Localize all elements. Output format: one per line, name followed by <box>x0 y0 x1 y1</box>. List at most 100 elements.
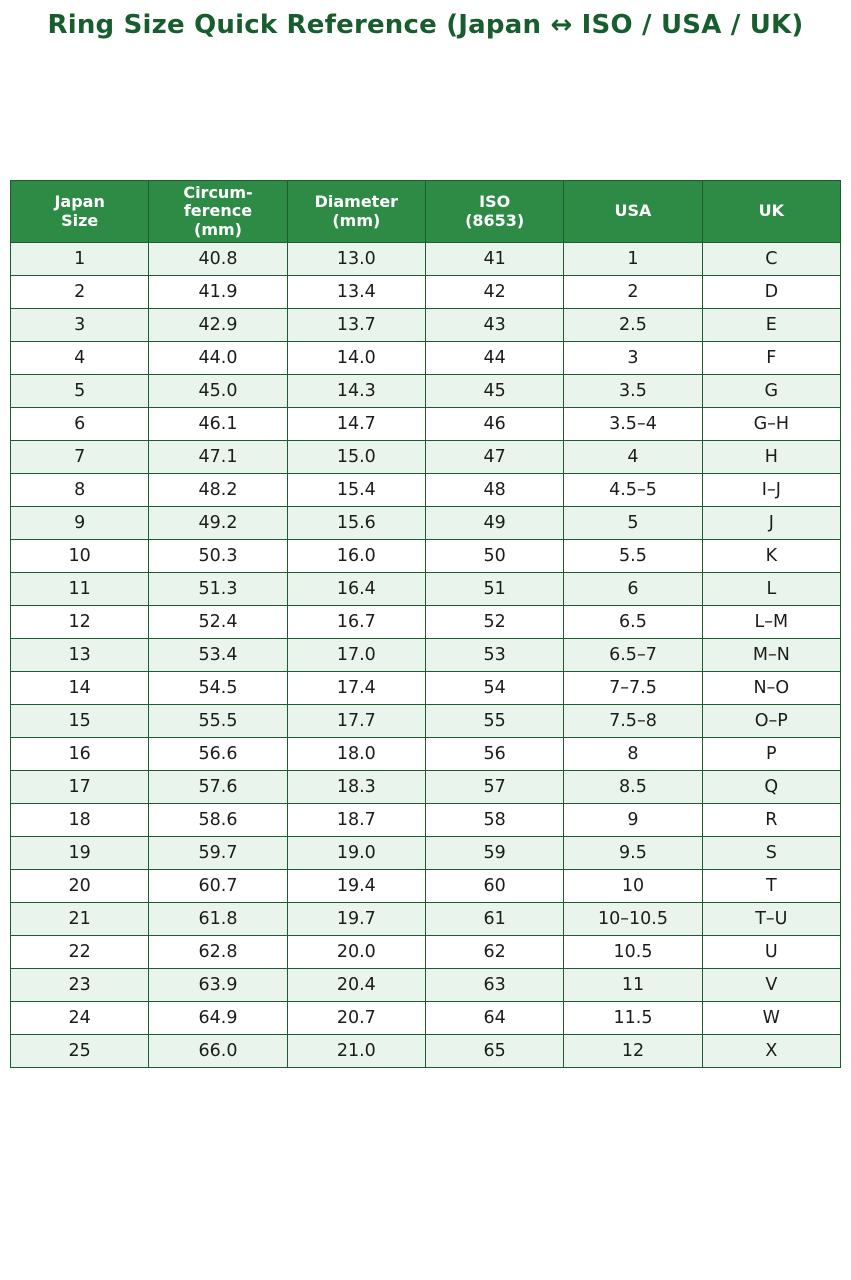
table-cell: R <box>701 803 842 838</box>
table-cell: 16 <box>9 737 150 772</box>
table-cell: 3 <box>563 341 703 376</box>
table-cell: 58 <box>424 803 565 838</box>
table-cell: 41.9 <box>148 275 288 310</box>
table-cell: 61.8 <box>148 902 288 937</box>
table-cell: L <box>701 572 842 607</box>
table-cell: 16.4 <box>286 572 426 607</box>
table-row: 1 40.8 13.0 41 1 C <box>9 242 842 277</box>
table-cell: 11 <box>563 968 703 1003</box>
table-cell: 54 <box>424 671 565 706</box>
table-row: 13 53.4 17.0 53 6.5–7 M–N <box>9 638 842 673</box>
table-row: 17 57.6 18.3 57 8.5 Q <box>9 770 842 805</box>
table-cell: 23 <box>9 968 150 1003</box>
table-cell: 56 <box>424 737 565 772</box>
table-cell: 1 <box>563 242 703 277</box>
table-cell: 1 <box>9 242 150 277</box>
table-cell: 16.7 <box>286 605 426 640</box>
table-row: 21 61.8 19.7 61 10–10.5 T–U <box>9 902 842 937</box>
column-header-circumference: Circum- ference (mm) <box>148 179 288 244</box>
table-row: 20 60.7 19.4 60 10 T <box>9 869 842 904</box>
table-row: 4 44.0 14.0 44 3 F <box>9 341 842 376</box>
table-cell: 58.6 <box>148 803 288 838</box>
table-cell: 15.4 <box>286 473 426 508</box>
table-cell: 18.3 <box>286 770 426 805</box>
table-cell: 21.0 <box>286 1034 426 1069</box>
table-cell: 49.2 <box>148 506 288 541</box>
table-cell: 55 <box>424 704 565 739</box>
table-cell: 20 <box>9 869 150 904</box>
table-cell: G–H <box>701 407 842 442</box>
table-cell: 53 <box>424 638 565 673</box>
table-cell: 44 <box>424 341 565 376</box>
table-cell: P <box>701 737 842 772</box>
table-cell: 41 <box>424 242 565 277</box>
table-cell: 15.6 <box>286 506 426 541</box>
table-cell: 7–7.5 <box>563 671 703 706</box>
table-cell: 20.4 <box>286 968 426 1003</box>
table-cell: 50.3 <box>148 539 288 574</box>
table-cell: C <box>701 242 842 277</box>
column-header-japan-size: Japan Size <box>9 179 150 244</box>
table-cell: S <box>701 836 842 871</box>
table-cell: 5 <box>9 374 150 409</box>
table-cell: 18.7 <box>286 803 426 838</box>
table-cell: 43 <box>424 308 565 343</box>
table-cell: 17.7 <box>286 704 426 739</box>
table-cell: U <box>701 935 842 970</box>
table-cell: 10 <box>563 869 703 904</box>
ring-size-table: Japan Size Circum- ference (mm) Diameter… <box>9 179 842 1069</box>
table-cell: 42 <box>424 275 565 310</box>
table-cell: 50 <box>424 539 565 574</box>
table-row: 18 58.6 18.7 58 9 R <box>9 803 842 838</box>
table-cell: 8 <box>563 737 703 772</box>
table-cell: 3.5–4 <box>563 407 703 442</box>
table-row: 22 62.8 20.0 62 10.5 U <box>9 935 842 970</box>
table-cell: 14 <box>9 671 150 706</box>
table-cell: 25 <box>9 1034 150 1069</box>
table-cell: 10–10.5 <box>563 902 703 937</box>
table-cell: 64 <box>424 1001 565 1036</box>
table-cell: 21 <box>9 902 150 937</box>
table-cell: 7 <box>9 440 150 475</box>
table-cell: 6 <box>9 407 150 442</box>
table-cell: T <box>701 869 842 904</box>
table-row: 2 41.9 13.4 42 2 D <box>9 275 842 310</box>
table-cell: 6.5–7 <box>563 638 703 673</box>
table-cell: 48 <box>424 473 565 508</box>
table-cell: 24 <box>9 1001 150 1036</box>
table-cell: I–J <box>701 473 842 508</box>
table-cell: 42.9 <box>148 308 288 343</box>
table-cell: 18.0 <box>286 737 426 772</box>
table-row: 25 66.0 21.0 65 12 X <box>9 1034 842 1069</box>
table-cell: 51 <box>424 572 565 607</box>
table-row: 8 48.2 15.4 48 4.5–5 I–J <box>9 473 842 508</box>
table-row: 10 50.3 16.0 50 5.5 K <box>9 539 842 574</box>
table-cell: 14.3 <box>286 374 426 409</box>
table-cell: 48.2 <box>148 473 288 508</box>
table-cell: 56.6 <box>148 737 288 772</box>
table-cell: K <box>701 539 842 574</box>
table-cell: 22 <box>9 935 150 970</box>
table-cell: 3.5 <box>563 374 703 409</box>
table-cell: 59.7 <box>148 836 288 871</box>
table-cell: 63.9 <box>148 968 288 1003</box>
table-cell: 44.0 <box>148 341 288 376</box>
table-cell: 64.9 <box>148 1001 288 1036</box>
table-cell: 20.0 <box>286 935 426 970</box>
table-cell: 45.0 <box>148 374 288 409</box>
table-cell: 49 <box>424 506 565 541</box>
table-row: 19 59.7 19.0 59 9.5 S <box>9 836 842 871</box>
table-cell: 15.0 <box>286 440 426 475</box>
table-cell: 60.7 <box>148 869 288 904</box>
column-header-diameter: Diameter (mm) <box>286 179 426 244</box>
table-cell: 55.5 <box>148 704 288 739</box>
table-row: 11 51.3 16.4 51 6 L <box>9 572 842 607</box>
table-body: 1 40.8 13.0 41 1 C 2 41.9 13.4 42 2 D 3 42.9 13.7 43 2.5… <box>9 242 842 1069</box>
table-cell: 17 <box>9 770 150 805</box>
table-cell: 16.0 <box>286 539 426 574</box>
table-cell: 57.6 <box>148 770 288 805</box>
table-cell: Q <box>701 770 842 805</box>
table-row: 9 49.2 15.6 49 5 J <box>9 506 842 541</box>
table-cell: N–O <box>701 671 842 706</box>
table-cell: 6.5 <box>563 605 703 640</box>
